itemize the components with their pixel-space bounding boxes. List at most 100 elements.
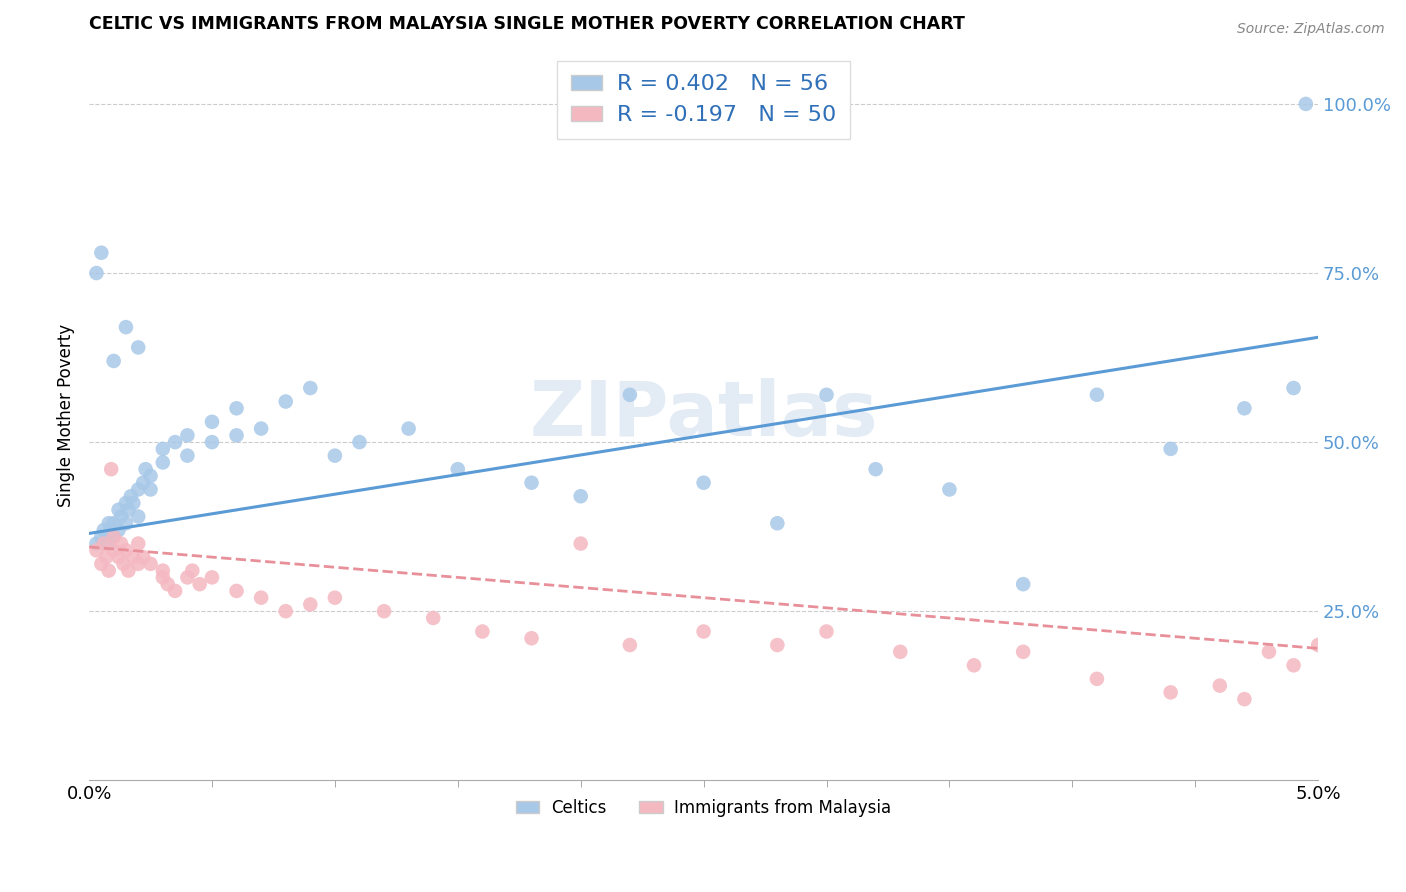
Point bbox=[181, 564, 204, 578]
Point bbox=[865, 462, 887, 476]
Point bbox=[274, 394, 297, 409]
Point bbox=[97, 564, 120, 578]
Point bbox=[422, 611, 444, 625]
Point bbox=[692, 475, 714, 490]
Point bbox=[938, 483, 960, 497]
Point bbox=[1012, 577, 1035, 591]
Text: CELTIC VS IMMIGRANTS FROM MALAYSIA SINGLE MOTHER POVERTY CORRELATION CHART: CELTIC VS IMMIGRANTS FROM MALAYSIA SINGL… bbox=[89, 15, 965, 33]
Point bbox=[520, 632, 543, 646]
Point bbox=[201, 570, 224, 584]
Point bbox=[1308, 638, 1330, 652]
Point bbox=[107, 502, 129, 516]
Point bbox=[127, 536, 149, 550]
Point bbox=[1282, 381, 1305, 395]
Point bbox=[398, 421, 420, 435]
Point bbox=[1160, 442, 1182, 456]
Point bbox=[250, 591, 273, 605]
Point bbox=[569, 489, 592, 503]
Point bbox=[132, 550, 155, 565]
Text: Source: ZipAtlas.com: Source: ZipAtlas.com bbox=[1237, 22, 1385, 37]
Point bbox=[1233, 401, 1256, 416]
Point bbox=[152, 455, 174, 469]
Point bbox=[1012, 645, 1035, 659]
Point bbox=[86, 543, 108, 558]
Point bbox=[152, 570, 174, 584]
Point bbox=[120, 489, 142, 503]
Point bbox=[86, 266, 108, 280]
Point bbox=[471, 624, 494, 639]
Point bbox=[103, 516, 125, 531]
Point bbox=[93, 523, 115, 537]
Point bbox=[274, 604, 297, 618]
Point bbox=[90, 557, 112, 571]
Point bbox=[520, 475, 543, 490]
Point bbox=[569, 536, 592, 550]
Point bbox=[152, 564, 174, 578]
Point bbox=[766, 516, 789, 531]
Point bbox=[127, 340, 149, 354]
Point bbox=[103, 530, 125, 544]
Point bbox=[115, 516, 138, 531]
Point bbox=[93, 536, 115, 550]
Point bbox=[90, 530, 112, 544]
Point bbox=[299, 381, 322, 395]
Point bbox=[692, 624, 714, 639]
Point bbox=[107, 550, 129, 565]
Point bbox=[1209, 679, 1232, 693]
Point bbox=[323, 449, 346, 463]
Point bbox=[107, 523, 129, 537]
Point bbox=[815, 388, 838, 402]
Point bbox=[225, 428, 247, 442]
Point bbox=[103, 354, 125, 368]
Point bbox=[115, 496, 138, 510]
Point bbox=[103, 543, 125, 558]
Point bbox=[165, 583, 187, 598]
Point bbox=[127, 509, 149, 524]
Point bbox=[115, 320, 138, 334]
Point bbox=[447, 462, 470, 476]
Point bbox=[117, 502, 139, 516]
Point bbox=[156, 577, 179, 591]
Point bbox=[1282, 658, 1305, 673]
Point bbox=[1085, 388, 1108, 402]
Point bbox=[112, 557, 135, 571]
Point bbox=[815, 624, 838, 639]
Point bbox=[86, 536, 108, 550]
Point bbox=[139, 557, 162, 571]
Point bbox=[127, 557, 149, 571]
Point bbox=[132, 475, 155, 490]
Point bbox=[115, 543, 138, 558]
Point bbox=[110, 536, 132, 550]
Point bbox=[176, 570, 198, 584]
Point bbox=[963, 658, 986, 673]
Point bbox=[766, 638, 789, 652]
Point bbox=[97, 536, 120, 550]
Point bbox=[619, 638, 641, 652]
Point bbox=[299, 598, 322, 612]
Point bbox=[152, 442, 174, 456]
Point bbox=[201, 415, 224, 429]
Text: ZIPatlas: ZIPatlas bbox=[529, 378, 877, 452]
Point bbox=[188, 577, 211, 591]
Point bbox=[122, 496, 145, 510]
Legend: Celtics, Immigrants from Malaysia: Celtics, Immigrants from Malaysia bbox=[506, 789, 901, 827]
Point bbox=[1233, 692, 1256, 706]
Point bbox=[139, 483, 162, 497]
Point bbox=[1258, 645, 1281, 659]
Point bbox=[889, 645, 911, 659]
Point bbox=[1085, 672, 1108, 686]
Point bbox=[619, 388, 641, 402]
Point bbox=[165, 435, 187, 450]
Point bbox=[122, 550, 145, 565]
Point bbox=[176, 428, 198, 442]
Point bbox=[349, 435, 371, 450]
Point bbox=[225, 401, 247, 416]
Point bbox=[1295, 97, 1317, 112]
Point bbox=[96, 550, 118, 565]
Point bbox=[100, 462, 122, 476]
Point bbox=[225, 583, 247, 598]
Point bbox=[110, 509, 132, 524]
Point bbox=[201, 435, 224, 450]
Y-axis label: Single Mother Poverty: Single Mother Poverty bbox=[58, 324, 75, 507]
Point bbox=[103, 530, 125, 544]
